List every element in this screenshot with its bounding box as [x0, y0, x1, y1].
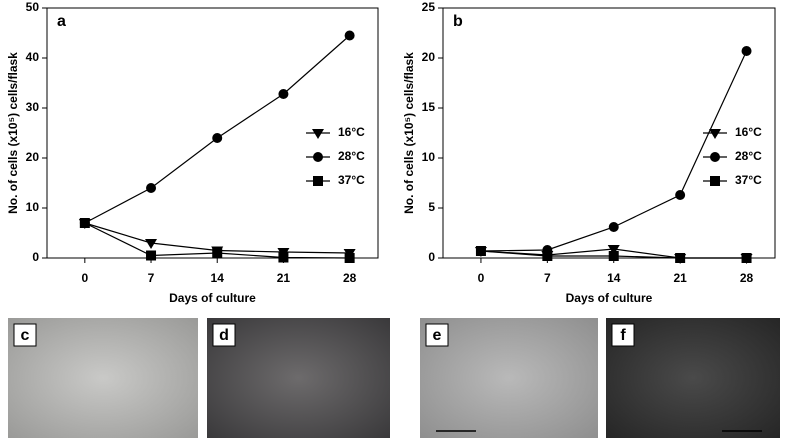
panel-label: f: [620, 327, 626, 344]
x-tick-label: 28: [343, 271, 357, 285]
legend-label: 37°C: [735, 173, 762, 187]
y-tick-label: 30: [26, 100, 40, 114]
panel-label-box: [611, 323, 635, 347]
y-tick-label: 0: [32, 250, 39, 264]
y-tick-label: 0: [428, 250, 435, 264]
panel-label: c: [21, 327, 30, 344]
marker: [146, 250, 157, 261]
y-tick-label: 10: [422, 150, 436, 164]
y-tick-label: 20: [26, 150, 40, 164]
x-tick-label: 14: [211, 271, 225, 285]
x-tick-label: 7: [544, 271, 551, 285]
marker: [675, 253, 686, 263]
x-tick-label: 21: [277, 271, 291, 285]
marker: [710, 176, 720, 186]
legend-label: 28°C: [338, 149, 365, 163]
panel-title: a: [57, 13, 66, 30]
x-tick-label: 7: [148, 271, 155, 285]
legend-label: 16°C: [735, 125, 762, 139]
marker: [608, 251, 619, 261]
marker: [79, 218, 90, 228]
x-tick-label: 0: [478, 271, 485, 285]
marker: [145, 239, 158, 249]
x-tick-label: 0: [81, 271, 88, 285]
x-axis-label: Days of culture: [566, 291, 653, 305]
micrograph: [207, 318, 390, 438]
panel-label-box: [425, 323, 449, 347]
micrograph: [8, 318, 198, 438]
y-tick-label: 25: [422, 0, 436, 14]
panel-label-box: [13, 323, 37, 347]
marker: [212, 133, 223, 143]
marker: [344, 253, 355, 263]
marker: [741, 46, 752, 56]
series-line: [84, 35, 351, 224]
y-tick-label: 10: [26, 200, 40, 214]
legend-label: 37°C: [338, 173, 365, 187]
x-tick-label: 28: [740, 271, 754, 285]
y-tick-label: 20: [422, 50, 436, 64]
micrograph: [606, 318, 780, 438]
marker: [212, 248, 223, 258]
marker: [475, 246, 486, 256]
panel-label-box: [212, 323, 236, 347]
series-line: [480, 50, 748, 252]
panel-label: d: [219, 327, 229, 344]
y-axis-label: No. of cells (x10⁵) cells/flask: [6, 52, 20, 214]
marker: [312, 129, 324, 139]
x-tick-label: 14: [607, 271, 621, 285]
marker: [278, 252, 289, 263]
marker: [313, 152, 323, 162]
legend-label: 16°C: [338, 125, 365, 139]
marker: [146, 183, 157, 193]
y-tick-label: 15: [422, 100, 436, 114]
y-axis-label: No. of cells (x10⁵) cells/flask: [402, 52, 416, 214]
legend-label: 28°C: [735, 149, 762, 163]
x-tick-label: 21: [673, 271, 687, 285]
y-tick-label: 50: [26, 0, 40, 14]
marker: [709, 129, 721, 139]
marker: [675, 190, 686, 200]
y-tick-label: 5: [428, 200, 435, 214]
panel-title: b: [453, 13, 463, 30]
y-tick-label: 40: [26, 50, 40, 64]
marker: [542, 251, 553, 261]
marker: [607, 245, 620, 255]
micrograph: [420, 318, 598, 438]
marker: [344, 30, 355, 41]
marker: [313, 176, 323, 186]
marker: [710, 152, 720, 162]
panel-label: e: [433, 327, 442, 344]
marker: [741, 253, 752, 263]
marker: [608, 222, 619, 232]
marker: [278, 89, 289, 99]
x-axis-label: Days of culture: [169, 291, 256, 305]
